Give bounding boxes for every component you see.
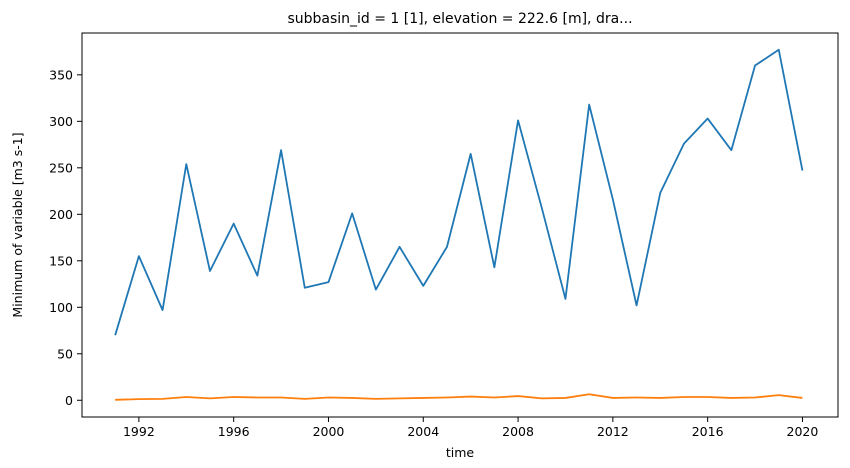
series-line-2 (115, 393, 803, 401)
series-line-1 (114, 48, 804, 336)
x-axis-label: time (446, 445, 475, 460)
x-tick-label: 1992 (123, 424, 155, 439)
y-tick-label: 200 (49, 207, 73, 222)
x-axis: 1992 1996 2000 2004 2008 2012 2016 2020 (123, 417, 818, 439)
y-axis: 0 50 100 150 200 250 300 350 (49, 67, 82, 408)
plot-area (81, 32, 839, 418)
x-tick-label: 1996 (218, 424, 250, 439)
y-tick-label: 300 (49, 114, 73, 129)
y-tick-label: 0 (65, 393, 73, 408)
y-tick-label: 150 (49, 253, 73, 268)
x-tick-label: 2012 (597, 424, 629, 439)
series-layer (114, 48, 804, 401)
y-tick-label: 50 (57, 346, 73, 361)
y-axis-label: Minimum of variable [m3 s-1] (10, 132, 25, 317)
y-tick-label: 250 (49, 160, 73, 175)
y-tick-label: 350 (49, 67, 73, 82)
chart-title: subbasin_id = 1 [1], elevation = 222.6 [… (287, 11, 632, 27)
x-tick-label: 2020 (787, 424, 819, 439)
plot-frame (81, 32, 839, 418)
x-tick-label: 2000 (313, 424, 345, 439)
x-tick-label: 2016 (692, 424, 724, 439)
x-tick-label: 2008 (502, 424, 534, 439)
y-tick-label: 100 (49, 300, 73, 315)
x-tick-label: 2004 (407, 424, 439, 439)
